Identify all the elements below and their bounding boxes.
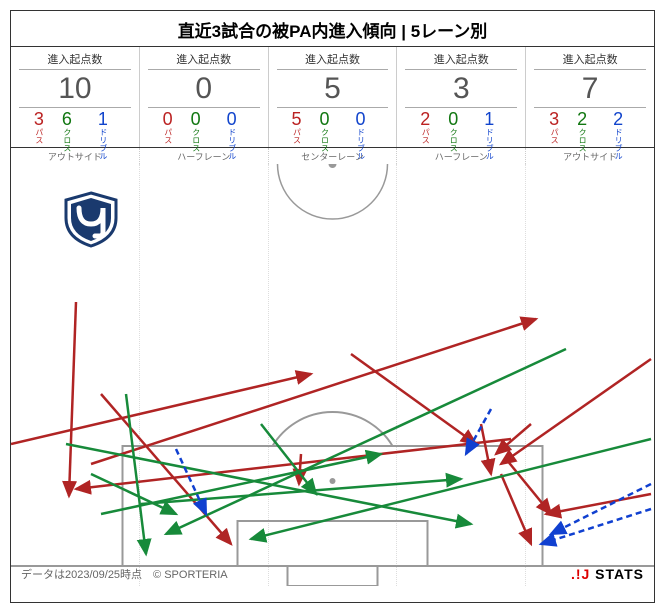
cross-count: 0 xyxy=(441,110,465,128)
stat-total: 0 xyxy=(142,72,266,105)
footer: データは2023/09/25時点 © SPORTERIA .!J STATS xyxy=(11,566,654,582)
stat-label: 進入起点数 xyxy=(142,51,266,67)
lane-stat: 進入起点数 5 5パス 0クロス 0ドリブル xyxy=(269,47,398,147)
pass-label: パス xyxy=(421,128,429,144)
stat-total: 7 xyxy=(528,72,652,105)
pass-count: 0 xyxy=(160,110,176,128)
chart-container: 直近3試合の被PA内進入傾向 | 5レーン別 進入起点数 10 3パス 6クロス… xyxy=(10,10,655,603)
lane-stat: 進入起点数 3 2パス 0クロス 1ドリブル xyxy=(397,47,526,147)
stat-label: 進入起点数 xyxy=(271,51,395,67)
lane-name: ハーフレーン xyxy=(140,148,269,164)
cross-count: 0 xyxy=(312,110,336,128)
pass-label: パス xyxy=(550,128,558,144)
stats-row: 進入起点数 10 3パス 6クロス 1ドリブル 進入起点数 0 0パス 0クロス… xyxy=(11,47,654,148)
pass-count: 2 xyxy=(417,110,433,128)
lane-name: アウトサイド xyxy=(11,148,140,164)
lane-name: ハーフレーン xyxy=(397,148,526,164)
chart-title: 直近3試合の被PA内進入傾向 | 5レーン別 xyxy=(11,11,654,47)
dribble-count: 1 xyxy=(473,110,505,128)
lane-labels-row: アウトサイドハーフレーンセンターレーンハーフレーンアウトサイド xyxy=(11,148,654,164)
pass-count: 3 xyxy=(546,110,562,128)
brand-j: J xyxy=(582,566,591,582)
breakdown: 3パス 6クロス 1ドリブル xyxy=(13,110,137,146)
stat-total: 5 xyxy=(271,72,395,105)
breakdown: 5パス 0クロス 0ドリブル xyxy=(271,110,395,146)
lane-stat: 進入起点数 0 0パス 0クロス 0ドリブル xyxy=(140,47,269,147)
dribble-count: 0 xyxy=(344,110,376,128)
pass-count: 5 xyxy=(288,110,304,128)
stat-total: 10 xyxy=(13,72,137,105)
stat-total: 3 xyxy=(399,72,523,105)
footer-credit: データは2023/09/25時点 © SPORTERIA xyxy=(21,566,228,582)
breakdown: 3パス 2クロス 2ドリブル xyxy=(528,110,652,146)
pass-label: パス xyxy=(35,128,43,144)
lane-name: センターレーン xyxy=(269,148,398,164)
stat-label: 進入起点数 xyxy=(528,51,652,67)
brand-s: STATS xyxy=(590,566,644,582)
brand-logo: .!J STATS xyxy=(571,566,644,582)
lane-stat: 進入起点数 10 3パス 6クロス 1ドリブル xyxy=(11,47,140,147)
cross-count: 0 xyxy=(184,110,208,128)
dribble-count: 1 xyxy=(87,110,119,128)
pitch-area: アウトサイドハーフレーンセンターレーンハーフレーンアウトサイド データは2023… xyxy=(11,148,654,586)
pass-count: 3 xyxy=(31,110,47,128)
pass-label: パス xyxy=(164,128,172,144)
stat-label: 進入起点数 xyxy=(399,51,523,67)
lane-name: アウトサイド xyxy=(526,148,654,164)
lane-stat: 進入起点数 7 3パス 2クロス 2ドリブル xyxy=(526,47,654,147)
cross-count: 6 xyxy=(55,110,79,128)
stat-label: 進入起点数 xyxy=(13,51,137,67)
dribble-count: 2 xyxy=(602,110,634,128)
dribble-count: 0 xyxy=(216,110,248,128)
breakdown: 0パス 0クロス 0ドリブル xyxy=(142,110,266,146)
pass-label: パス xyxy=(292,128,300,144)
team-logo xyxy=(61,188,121,248)
breakdown: 2パス 0クロス 1ドリブル xyxy=(399,110,523,146)
cross-count: 2 xyxy=(570,110,594,128)
